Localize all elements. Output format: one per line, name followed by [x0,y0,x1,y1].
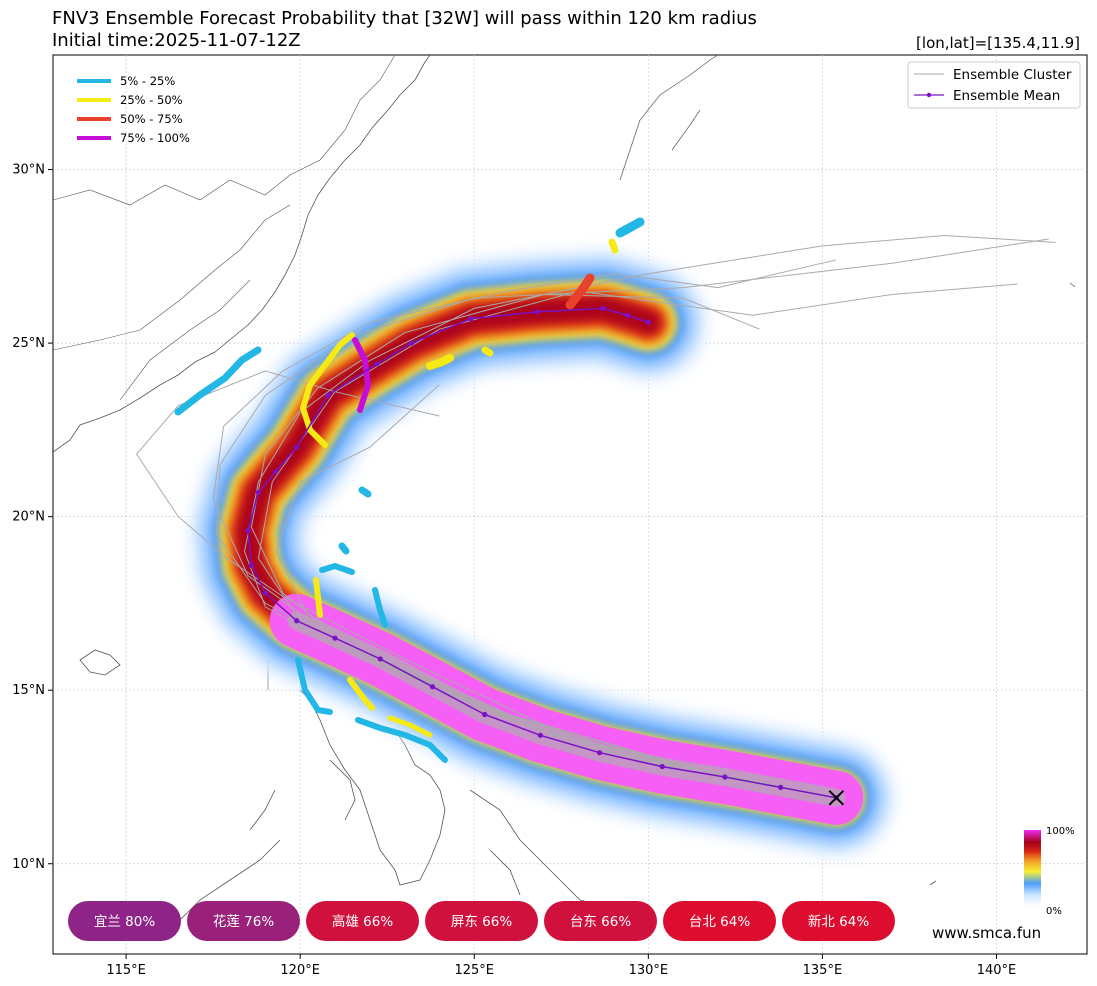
ensemble-mean-point [377,656,383,662]
legend-label-cluster: Ensemble Cluster [953,67,1072,83]
x-axis-ticks: 115°E 120°E 125°E 130°E 135°E 140°E [106,954,1016,978]
cluster-track [135,370,837,799]
city-pill-background [544,901,657,941]
ensemble-mean-point [624,312,631,318]
city-pill-background [782,901,895,941]
city-pill-background [306,901,419,941]
ensemble-mean-point [722,774,728,780]
city-pill: 高雄 66% [306,901,419,941]
ensemble-mean-point [596,750,603,756]
x-tick-label: 120°E [280,963,320,978]
ensemble-cluster-tracks [135,234,1056,799]
ensemble-mean-point [778,784,784,790]
series-legend: Ensemble Cluster Ensemble Mean [907,61,1081,109]
city-pill: 新北 64% [782,901,895,941]
marker-stroke [828,790,845,806]
x-tick-label: 130°E [629,963,669,978]
chart-title: FNV3 Ensemble Forecast Probability that … [52,8,757,29]
city-pill: 台东 66% [544,901,657,941]
x-tick-label: 115°E [106,963,146,978]
city-pill-label: 屏东 66% [451,914,512,930]
x-tick-label: 135°E [803,963,843,978]
y-axis-ticks: 10°N 15°N 20°N 25°N 30°N [12,163,53,872]
colorbar-top-label: 100% [1046,826,1075,837]
city-pill-label: 花莲 76% [213,914,274,930]
cluster-track [212,259,837,799]
legend-box [907,61,1081,109]
ensemble-mean-point [468,316,474,322]
city-pill-background [68,901,181,941]
legend-item-25-50: 25% - 50% [77,93,183,107]
ensemble-mean-point [429,684,436,690]
ensemble-mean-point [659,763,665,770]
city-pill-label: 台东 66% [570,914,631,930]
legend-label: 50% - 75% [120,112,183,126]
coastlines [53,55,1076,921]
legend-label-mean: Ensemble Mean [953,88,1060,104]
ensemble-mean-point [408,340,415,346]
legend-item-50-75: 50% - 75% [77,112,183,126]
y-tick-label: 25°N [12,336,45,351]
city-pill: 屏东 66% [425,901,538,941]
y-tick-label: 15°N [12,683,45,698]
ensemble-mean-point [600,305,606,311]
colorbar-gradient [1024,830,1041,906]
ensemble-mean-point [534,309,540,315]
legend-label: 75% - 100% [120,131,190,145]
city-pill-background [425,901,538,941]
legend-item-5-25: 5% - 25% [77,74,175,88]
x-tick-label: 140°E [977,963,1017,978]
city-pill: 台北 64% [663,901,776,941]
ensemble-mean-point [332,635,338,641]
city-probability-pills: 宜兰 80% 花莲 76% 高雄 66% 屏东 66% 台东 66% 台北 64% 新北 6… [68,901,895,941]
chart-subtitle: Initial time:2025-11-07-12Z [52,30,301,51]
legend-marker-mean [926,92,932,98]
city-pill-label: 宜兰 80% [94,914,155,930]
legend-item-75-100: 75% - 100% [77,131,190,145]
ensemble-mean-point [294,618,300,624]
ensemble-mean-point [245,527,251,534]
y-tick-label: 20°N [12,510,45,525]
legend-label: 5% - 25% [120,74,175,88]
city-pill: 花莲 76% [187,901,300,941]
initial-position-marker [828,790,845,806]
colorbar-bottom-label: 0% [1046,906,1062,917]
ensemble-mean-point [374,361,380,367]
ensemble-mean-point [248,562,255,568]
city-pill-label: 高雄 66% [332,913,393,930]
probability-legend: 5% - 25% 25% - 50% 50% - 75% 75% - 100% [77,74,190,145]
x-tick-label: 125°E [454,963,494,978]
city-pill-background [187,901,300,941]
coastal-probability-highlights [174,217,645,763]
city-pill-label: 新北 64% [808,914,869,930]
watermark: www.smca.fun [932,924,1041,942]
ensemble-mean-point [262,590,268,596]
y-tick-label: 30°N [12,163,45,178]
colorbar: 100% 0% [1024,826,1075,917]
ensemble-mean-point [645,319,651,325]
ensemble-mean-point [294,444,300,450]
ensemble-mean-point [255,489,262,495]
city-pill-label: 台北 64% [689,914,750,930]
ensemble-mean-point [325,392,331,398]
city-pill: 宜兰 80% [68,901,181,941]
initial-coordinate-label: [lon,lat]=[135.4,11.9] [916,34,1080,52]
y-tick-label: 10°N [12,857,45,872]
ensemble-mean-point [482,711,488,718]
legend-label: 25% - 50% [120,93,183,107]
ensemble-mean-series [245,305,839,801]
city-pill-background [663,901,776,941]
cluster-track [257,283,1018,799]
ensemble-mean-point [537,732,544,738]
ensemble-mean-point [273,468,279,475]
